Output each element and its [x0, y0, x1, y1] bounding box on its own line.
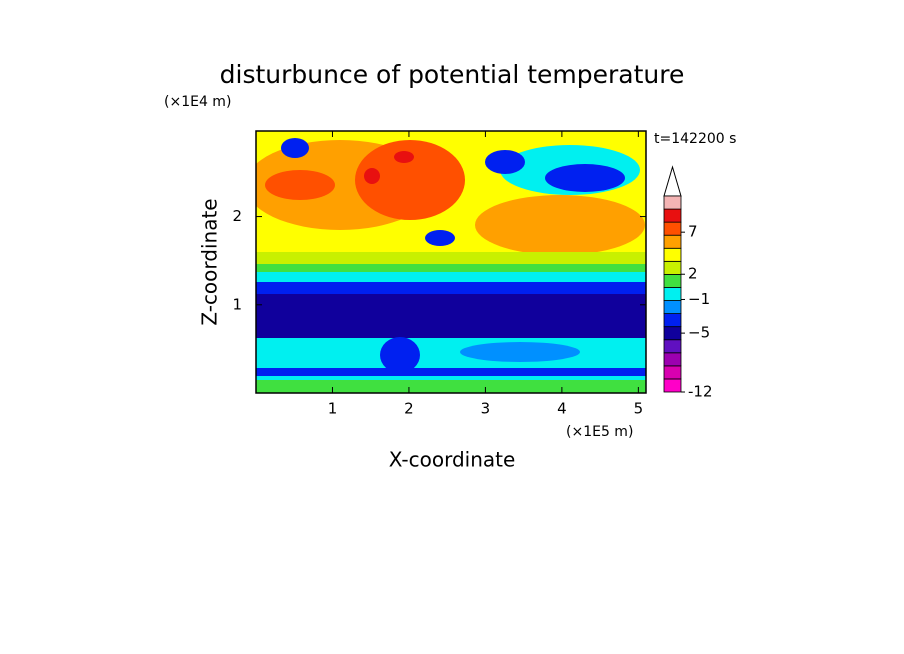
- colorbar-box: [663, 313, 682, 328]
- colorbar-box: [663, 221, 682, 236]
- x-tick-label: 4: [557, 400, 567, 418]
- colorbar-box: [663, 247, 682, 262]
- colorbar-box: [663, 287, 682, 301]
- colorbar-tick-label: -12: [688, 383, 713, 401]
- colorbar-box: [663, 365, 682, 380]
- colorbar-extend: [663, 165, 682, 197]
- y-unit: (×1E4 m): [164, 94, 231, 110]
- colorbar-box: [663, 195, 682, 210]
- colorbar-box: [663, 260, 682, 275]
- colorbar-box: [663, 352, 682, 367]
- x-tick-label: 2: [404, 400, 414, 418]
- contour-field: [256, 131, 646, 393]
- colorbar-box: [663, 378, 682, 393]
- colorbar-box: [663, 234, 682, 249]
- colorbar-box: [663, 300, 682, 314]
- colorbar-box: [663, 208, 682, 223]
- chart-title: disturbunce of potential temperature: [220, 60, 685, 89]
- colorbar-box: [663, 326, 682, 341]
- colorbar-box: [663, 273, 682, 288]
- plot-frame: [255, 130, 647, 394]
- colorbar-box: [663, 339, 682, 354]
- x-tick-label: 3: [481, 400, 491, 418]
- y-tick-label: 1: [232, 295, 242, 313]
- y-axis-label: Z-coordinate: [198, 198, 222, 325]
- x-axis-label: X-coordinate: [389, 448, 516, 472]
- x-unit: (×1E5 m): [566, 424, 633, 440]
- y-tick-label: 2: [232, 207, 242, 225]
- colorbar-tick-label: 2: [688, 265, 698, 283]
- colorbar-tick-label: −1: [688, 290, 710, 308]
- annotation: t=142200 s: [654, 131, 736, 147]
- colorbar-tick-label: −5: [688, 324, 710, 342]
- colorbar-tick-label: 7: [688, 223, 698, 241]
- x-tick-label: 5: [634, 400, 644, 418]
- x-tick-label: 1: [328, 400, 338, 418]
